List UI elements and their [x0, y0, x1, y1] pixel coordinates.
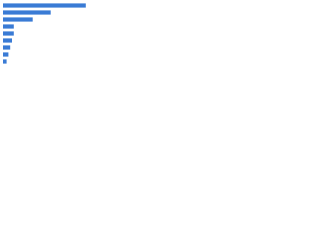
bar [3, 59, 7, 64]
bar [3, 10, 51, 15]
bar [3, 17, 33, 22]
bar [3, 52, 9, 57]
bar [3, 31, 14, 36]
bar [3, 3, 86, 8]
bar [3, 38, 12, 43]
bar [3, 24, 14, 29]
page: (() => { const data = JSON.parse(documen… [0, 0, 320, 71]
bar [3, 45, 11, 50]
chart [3, 3, 86, 64]
